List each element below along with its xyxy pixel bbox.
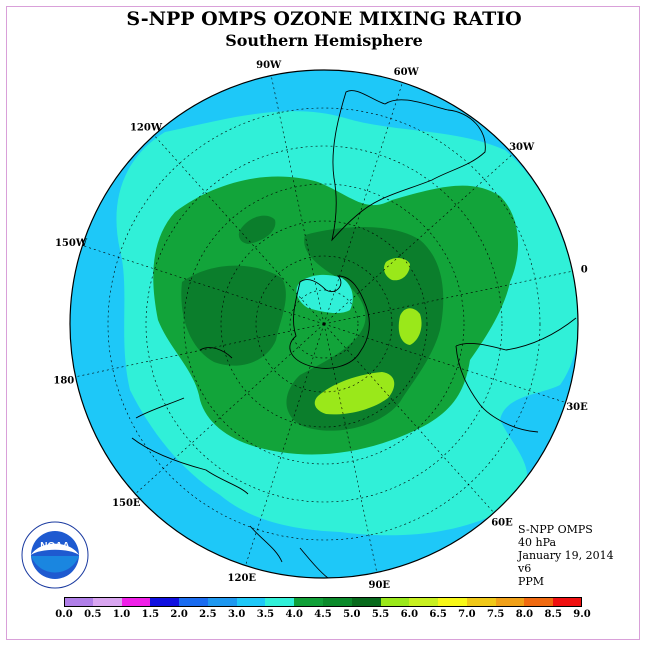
longitude-label-180: 180 [53, 375, 74, 386]
longitude-label-150e: 150E [112, 498, 141, 509]
meridian-line [82, 245, 325, 325]
longitude-label-90e: 90E [369, 580, 391, 591]
longitude-label-60e: 60E [491, 518, 513, 529]
meridian-line [323, 323, 566, 403]
noaa-logo: NOAA [21, 521, 89, 589]
info-satellite: S-NPP OMPS [518, 523, 593, 536]
colorbar-tick-label: 0.5 [84, 609, 102, 620]
colorbar-tick-label: 1.0 [112, 609, 131, 620]
colorbar-tick-label: 3.0 [227, 609, 246, 620]
ozone-level-3-5-hole [296, 274, 353, 314]
colorbar-swatch [92, 597, 122, 607]
coastlines [131, 90, 577, 579]
ozone-level-5-0-peak-2 [398, 308, 422, 345]
colorbar-swatch [236, 597, 266, 607]
map-boundary [69, 69, 579, 579]
colorbar-swatch [466, 597, 496, 607]
longitude-label-90w: 90W [256, 60, 282, 71]
colorbar-swatch [524, 597, 554, 607]
graticule [75, 75, 573, 573]
colorbar-tick-label: 8.0 [515, 609, 534, 620]
info-units: PPM [518, 575, 545, 588]
colorbar-swatch [150, 597, 180, 607]
africa-coastline [455, 317, 577, 433]
colorbar-swatch [380, 597, 410, 607]
colorbar-tick-label: 7.0 [458, 609, 476, 620]
longitude-label-30e: 30E [566, 402, 588, 413]
map-subtitle: Southern Hemisphere [225, 31, 423, 50]
colorbar-swatch [179, 597, 209, 607]
info-date: January 19, 2014 [518, 549, 614, 562]
ozone-level-4-0-area [153, 176, 519, 455]
longitude-label-30w: 30W [509, 142, 535, 153]
meridian-line [323, 270, 573, 325]
ozone-level-5-0-peak-3 [314, 372, 395, 415]
meridian-line [270, 75, 325, 325]
meridian-line [75, 323, 325, 378]
colorbar-swatch [294, 597, 324, 607]
meridian-line [135, 323, 325, 495]
longitude-label-0: 0 [581, 265, 588, 276]
info-version: v6 [518, 562, 532, 575]
colorbar-tick-label: 7.5 [486, 609, 505, 620]
colorbar-swatch [495, 597, 525, 607]
colorbar-tick-label: 2.5 [199, 609, 217, 620]
colorbar-swatch [323, 597, 352, 607]
longitude-label-60w: 60W [394, 67, 420, 78]
longitude-labels: 0 30W 60W 90W 120W 150W 180 150E 120E 90E 60E 30E [53, 60, 588, 591]
south-america-coastline [331, 90, 486, 242]
colorbar [64, 597, 583, 607]
colorbar-tick-label: 2.0 [170, 609, 188, 620]
ozone-level-5-0-peak-1 [384, 258, 410, 281]
longitude-label-120e: 120E [228, 573, 257, 584]
colorbar-tick-label: 1.5 [141, 609, 160, 620]
meridian-line [323, 323, 378, 573]
meridian-line [153, 135, 325, 325]
colorbar-tick-label: 5.0 [343, 609, 361, 620]
ozone-level-4-5-area-east [286, 226, 444, 431]
colorbar-swatch [265, 597, 295, 607]
colorbar-tick-label: 6.0 [400, 609, 419, 620]
colorbar-swatch [438, 597, 468, 607]
colorbar-tick-label: 3.5 [256, 609, 275, 620]
longitude-label-150w: 150W [55, 238, 88, 249]
ozone-level-4-5-area-small [238, 215, 276, 244]
australia-coastline [131, 347, 249, 495]
meridian-line [323, 323, 495, 513]
colorbar-swatch [553, 597, 583, 607]
meridian-line [245, 323, 325, 566]
figure-frame [6, 6, 640, 640]
new-zealand-coastline [249, 525, 329, 579]
meridian-line [323, 82, 403, 325]
colorbar-tick-label: 8.5 [544, 609, 562, 620]
noaa-logo-text: NOAA [40, 541, 69, 552]
colorbar-tick-label: 0.0 [55, 609, 73, 620]
colorbar-tick-label: 9.0 [573, 609, 591, 620]
colorbar-outline [64, 597, 582, 607]
map-title: S-NPP OMPS OZONE MIXING RATIO [126, 8, 522, 30]
ozone-field [70, 70, 578, 578]
colorbar-tick-label: 5.5 [371, 609, 390, 620]
colorbar-tick-label: 4.0 [285, 609, 303, 620]
info-block: S-NPP OMPS 40 hPa January 19, 2014 v6 PP… [518, 523, 614, 588]
ozone-level-4-5-area [181, 265, 286, 366]
colorbar-swatch [64, 597, 93, 607]
meridian-line [323, 153, 513, 325]
colorbar-swatch [409, 597, 439, 607]
colorbar-tick-label: 6.5 [429, 609, 447, 620]
longitude-label-120w: 120W [130, 122, 163, 133]
colorbar-swatch [351, 597, 381, 607]
colorbar-swatch [207, 597, 237, 607]
colorbar-swatch [121, 597, 151, 607]
info-pressure-level: 40 hPa [518, 536, 557, 549]
colorbar-tick-label: 4.5 [314, 609, 332, 620]
